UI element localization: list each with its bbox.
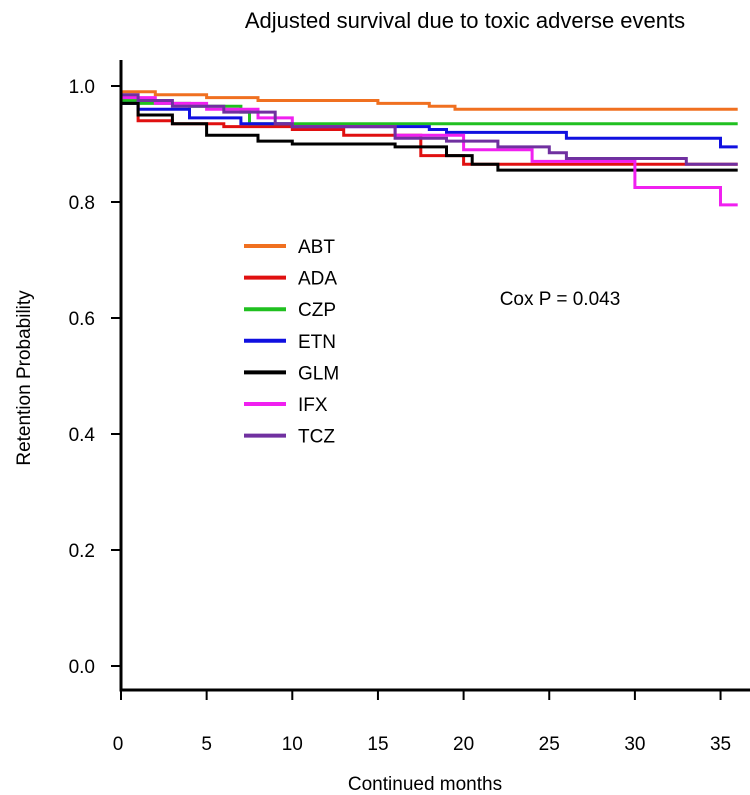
y-tick-label: 0.0 (69, 657, 95, 678)
axes: 0.0 0.2 0.4 0.6 0.8 1.0 0 5 10 15 20 25 30 35 (69, 60, 750, 755)
y-axis-label: Retention Probability (14, 290, 35, 466)
x-tick-label: 15 (367, 734, 388, 755)
legend-label-czp: CZP (298, 300, 336, 321)
series-line-tcz (121, 93, 738, 166)
x-tick-label: 30 (624, 734, 645, 755)
y-tick-label: 0.4 (69, 425, 96, 446)
series-line-ada (121, 96, 738, 166)
x-axis-label: Continued months (348, 774, 502, 795)
legend-label-glm: GLM (298, 363, 339, 384)
y-tick-label: 0.8 (69, 193, 95, 214)
y-tick-label: 1.0 (69, 77, 95, 98)
y-tick-label: 0.2 (69, 541, 95, 562)
x-tick-label: 5 (201, 734, 212, 755)
cox-p-annotation: Cox P = 0.043 (500, 289, 621, 310)
legend-label-etn: ETN (298, 332, 336, 353)
legend-label-abt: ABT (298, 237, 335, 258)
x-tick-label: 0 (113, 734, 124, 755)
x-tick-label: 20 (453, 734, 474, 755)
y-tick-label: 0.6 (69, 309, 95, 330)
series-line-glm (121, 101, 738, 172)
series-line-ifx (121, 96, 738, 207)
x-tick-label: 10 (282, 734, 303, 755)
series-line-abt (121, 90, 738, 111)
legend-label-tcz: TCZ (298, 427, 335, 448)
legend: ABT ADA CZP ETN GLM IFX TCZ (244, 237, 339, 448)
x-tick-label: 35 (710, 734, 731, 755)
legend-label-ada: ADA (298, 269, 337, 290)
x-tick-label: 25 (539, 734, 560, 755)
chart-title: Adjusted survival due to toxic adverse e… (245, 8, 685, 33)
plot-area (121, 90, 738, 207)
legend-label-ifx: IFX (298, 395, 328, 416)
